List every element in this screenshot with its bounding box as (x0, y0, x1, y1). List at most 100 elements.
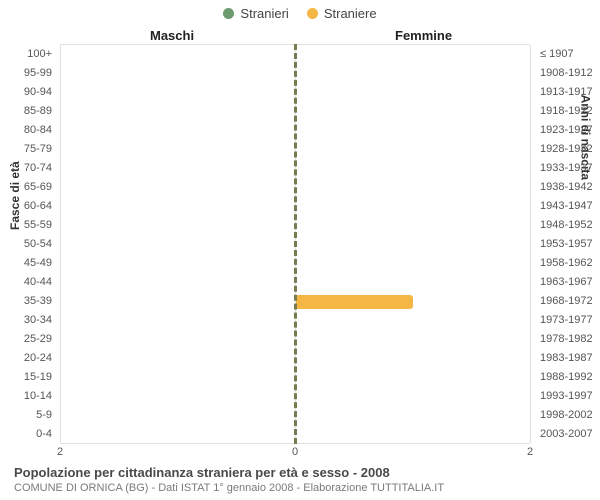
bar-row-male (60, 235, 295, 254)
bar-row-male (60, 426, 295, 445)
xtick: 2 (57, 446, 63, 458)
panel-male (60, 44, 295, 444)
ylabel-year: 1983-1987 (540, 352, 593, 364)
bar-row-female (295, 235, 530, 254)
chart-title: Popolazione per cittadinanza straniera p… (14, 465, 586, 480)
bar-row-male (60, 388, 295, 407)
ylabel-age: 20-24 (24, 352, 52, 364)
ylabels-age: 100+95-9990-9485-8980-8475-7970-7465-696… (0, 44, 56, 444)
ylabel-year: 1963-1967 (540, 276, 593, 288)
bar-row-male (60, 140, 295, 159)
bar-row-female (295, 178, 530, 197)
bar-row-male (60, 255, 295, 274)
ylabels-year: ≤ 19071908-19121913-19171918-19221923-19… (536, 44, 600, 444)
bar-row-male (60, 83, 295, 102)
bar-row-male (60, 178, 295, 197)
ylabel-year: 1978-1982 (540, 333, 593, 345)
bar-row-male (60, 45, 295, 64)
ylabel-age: 70-74 (24, 162, 52, 174)
bar-row-female (295, 64, 530, 83)
bar-row-female (295, 293, 530, 312)
ylabel-age: 100+ (27, 48, 52, 60)
bar-row-male (60, 102, 295, 121)
bar-row-male (60, 197, 295, 216)
ylabel-year: 2003-2007 (540, 428, 593, 440)
ylabel-year: 1958-1962 (540, 257, 593, 269)
bar-row-male (60, 331, 295, 350)
xtick: 0 (292, 446, 298, 458)
ylabel-age: 35-39 (24, 295, 52, 307)
ylabel-year: 1948-1952 (540, 219, 593, 231)
bar-row-female (295, 102, 530, 121)
bar-row-male (60, 274, 295, 293)
bar-row-male (60, 121, 295, 140)
legend-label-stranieri: Stranieri (240, 6, 288, 21)
ylabel-year: 1943-1947 (540, 200, 593, 212)
bar-row-female (295, 426, 530, 445)
bar-row-female (295, 312, 530, 331)
bar-row-female (295, 274, 530, 293)
xtick: 2 (527, 446, 533, 458)
ylabel-year: 1928-1932 (540, 143, 593, 155)
bar-row-male (60, 312, 295, 331)
ylabel-age: 55-59 (24, 219, 52, 231)
bar-row-female (295, 83, 530, 102)
bar-row-male (60, 369, 295, 388)
legend-item-stranieri: Stranieri (223, 6, 288, 21)
bar-row-male (60, 350, 295, 369)
bar-row-female (295, 255, 530, 274)
ylabel-age: 45-49 (24, 257, 52, 269)
bar-row-male (60, 64, 295, 83)
legend-swatch-stranieri (223, 8, 234, 19)
ylabel-year: 1968-1972 (540, 295, 593, 307)
bar-row-male (60, 216, 295, 235)
legend-swatch-straniere (307, 8, 318, 19)
bar-row-female (295, 350, 530, 369)
bar-female (295, 295, 413, 309)
title-male: Maschi (150, 28, 194, 43)
ylabel-year: 1988-1992 (540, 371, 593, 383)
xaxis: 2 0 2 (60, 446, 530, 462)
ylabel-year: 1923-1927 (540, 124, 593, 136)
footer: Popolazione per cittadinanza straniera p… (14, 465, 586, 494)
center-divider (294, 44, 297, 444)
panel-female (295, 44, 530, 444)
ylabel-year: 1973-1977 (540, 314, 593, 326)
ylabel-age: 15-19 (24, 371, 52, 383)
bar-row-female (295, 216, 530, 235)
ylabel-year: 1908-1912 (540, 67, 593, 79)
bar-row-female (295, 388, 530, 407)
bar-row-female (295, 45, 530, 64)
ylabel-age: 40-44 (24, 276, 52, 288)
ylabel-age: 5-9 (36, 409, 52, 421)
legend: Stranieri Straniere (0, 6, 600, 21)
bar-row-female (295, 140, 530, 159)
legend-item-straniere: Straniere (307, 6, 377, 21)
bar-row-male (60, 293, 295, 312)
ylabel-age: 95-99 (24, 67, 52, 79)
ylabel-year: 1918-1922 (540, 105, 593, 117)
ylabel-age: 65-69 (24, 181, 52, 193)
ylabel-age: 50-54 (24, 238, 52, 250)
bar-row-female (295, 159, 530, 178)
title-female: Femmine (395, 28, 452, 43)
bar-row-female (295, 407, 530, 426)
ylabel-age: 75-79 (24, 143, 52, 155)
ylabel-age: 80-84 (24, 124, 52, 136)
ylabel-age: 85-89 (24, 105, 52, 117)
ylabel-year: ≤ 1907 (540, 48, 574, 60)
ylabel-age: 0-4 (36, 428, 52, 440)
ylabel-year: 1998-2002 (540, 409, 593, 421)
ylabel-year: 1938-1942 (540, 181, 593, 193)
ylabel-age: 25-29 (24, 333, 52, 345)
bar-row-female (295, 121, 530, 140)
ylabel-year: 1993-1997 (540, 390, 593, 402)
bar-row-male (60, 407, 295, 426)
bar-row-female (295, 369, 530, 388)
ylabel-age: 30-34 (24, 314, 52, 326)
ylabel-age: 60-64 (24, 200, 52, 212)
bar-row-female (295, 331, 530, 350)
ylabel-year: 1933-1937 (540, 162, 593, 174)
ylabel-age: 10-14 (24, 390, 52, 402)
bar-row-male (60, 159, 295, 178)
